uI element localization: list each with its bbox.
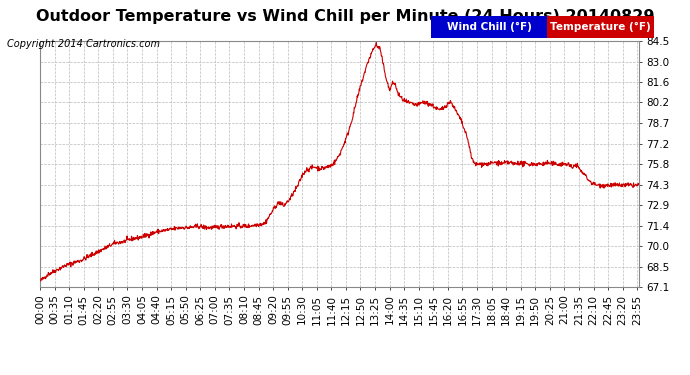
Text: Copyright 2014 Cartronics.com: Copyright 2014 Cartronics.com [7, 39, 160, 50]
Text: Temperature (°F): Temperature (°F) [550, 22, 651, 32]
Text: Wind Chill (°F): Wind Chill (°F) [446, 22, 532, 32]
Text: Outdoor Temperature vs Wind Chill per Minute (24 Hours) 20140829: Outdoor Temperature vs Wind Chill per Mi… [36, 9, 654, 24]
